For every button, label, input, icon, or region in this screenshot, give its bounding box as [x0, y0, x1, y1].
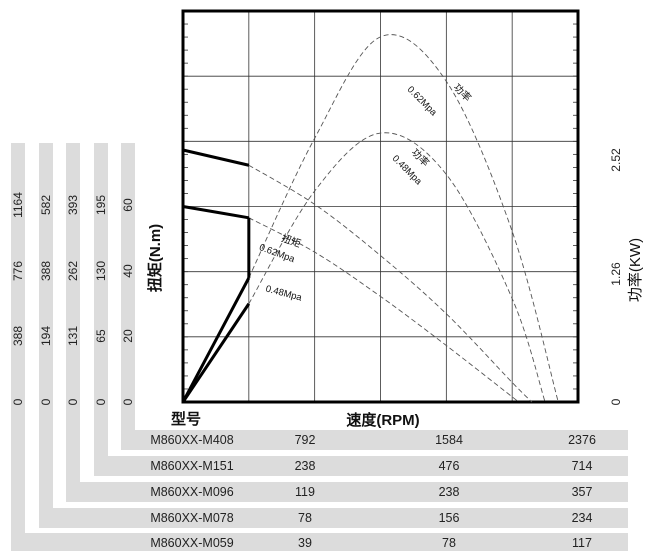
torque-tick-label: 388	[39, 261, 53, 281]
model-header: 型号	[171, 410, 201, 428]
speed-row-bar	[66, 482, 628, 502]
torque-tick-label: 776	[11, 261, 25, 281]
series-line-extension	[248, 217, 520, 403]
speed-value-label: 234	[572, 511, 593, 525]
series-line	[182, 205, 250, 220]
model-name-label: M860XX-M078	[150, 511, 233, 525]
torque-tick-label: 388	[11, 326, 25, 346]
torque-tick-label: 195	[94, 195, 108, 215]
torque-tick-label: 393	[66, 195, 80, 215]
power-tick-label: 1.26	[609, 262, 623, 286]
model-bracket-bar	[11, 143, 25, 551]
model-bracket-bar	[66, 143, 80, 502]
speed-value-label: 1584	[435, 433, 463, 447]
series-line-extension	[248, 132, 546, 403]
speed-row-bar	[94, 456, 628, 476]
speed-row-bar	[11, 533, 628, 551]
speed-value-label: 2376	[568, 433, 596, 447]
torque-tick-label: 0	[121, 398, 135, 405]
speed-row-bar	[121, 430, 628, 450]
model-bracket-bar	[39, 143, 53, 528]
torque-tick-label: 194	[39, 326, 53, 346]
series-line-extension	[248, 34, 559, 403]
power-tick-label: 2.52	[609, 148, 623, 172]
speed-value-label: 714	[572, 459, 593, 473]
torque-tick-label: 131	[66, 326, 80, 346]
speed-value-label: 156	[439, 511, 460, 525]
y-axis-left-title: 扭矩(N.m)	[146, 224, 164, 292]
power-tick-label: 0	[609, 398, 623, 405]
model-name-label: M860XX-M151	[150, 459, 233, 473]
series-line	[182, 148, 250, 167]
speed-value-label: 78	[298, 511, 312, 525]
model-name-label: M860XX-M059	[150, 536, 233, 550]
speed-value-label: 119	[295, 485, 315, 499]
speed-value-label: 78	[442, 536, 456, 550]
speed-value-label: 39	[298, 536, 312, 550]
torque-tick-label: 262	[66, 261, 80, 281]
torque-tick-label: 582	[39, 195, 53, 215]
torque-tick-label: 1164	[11, 192, 25, 218]
torque-tick-label: 0	[11, 398, 25, 405]
torque-tick-label: 60	[121, 198, 135, 212]
model-bracket-bar	[121, 143, 135, 450]
model-bracket-bar	[94, 143, 108, 476]
model-name-label: M860XX-M096	[150, 485, 233, 499]
series-line	[181, 302, 251, 403]
torque-tick-label: 0	[66, 398, 80, 405]
speed-row-bar	[39, 508, 628, 528]
torque-tick-label: 20	[121, 329, 135, 343]
torque-tick-label: 40	[121, 264, 135, 278]
speed-value-label: 238	[295, 459, 316, 473]
speed-value-label: 476	[439, 459, 460, 473]
speed-value-label: 117	[572, 536, 592, 550]
speed-value-label: 792	[295, 433, 316, 447]
torque-tick-label: 65	[94, 329, 108, 343]
model-name-label: M860XX-M408	[150, 433, 233, 447]
torque-tick-label: 0	[94, 398, 108, 405]
speed-value-label: 357	[572, 485, 593, 499]
y-axis-right-title: 功率(KW)	[627, 238, 644, 302]
speed-value-label: 238	[439, 485, 460, 499]
x-axis-title: 速度(RPM)	[346, 411, 419, 429]
torque-tick-label: 0	[39, 398, 53, 405]
torque-tick-label: 130	[94, 261, 108, 281]
